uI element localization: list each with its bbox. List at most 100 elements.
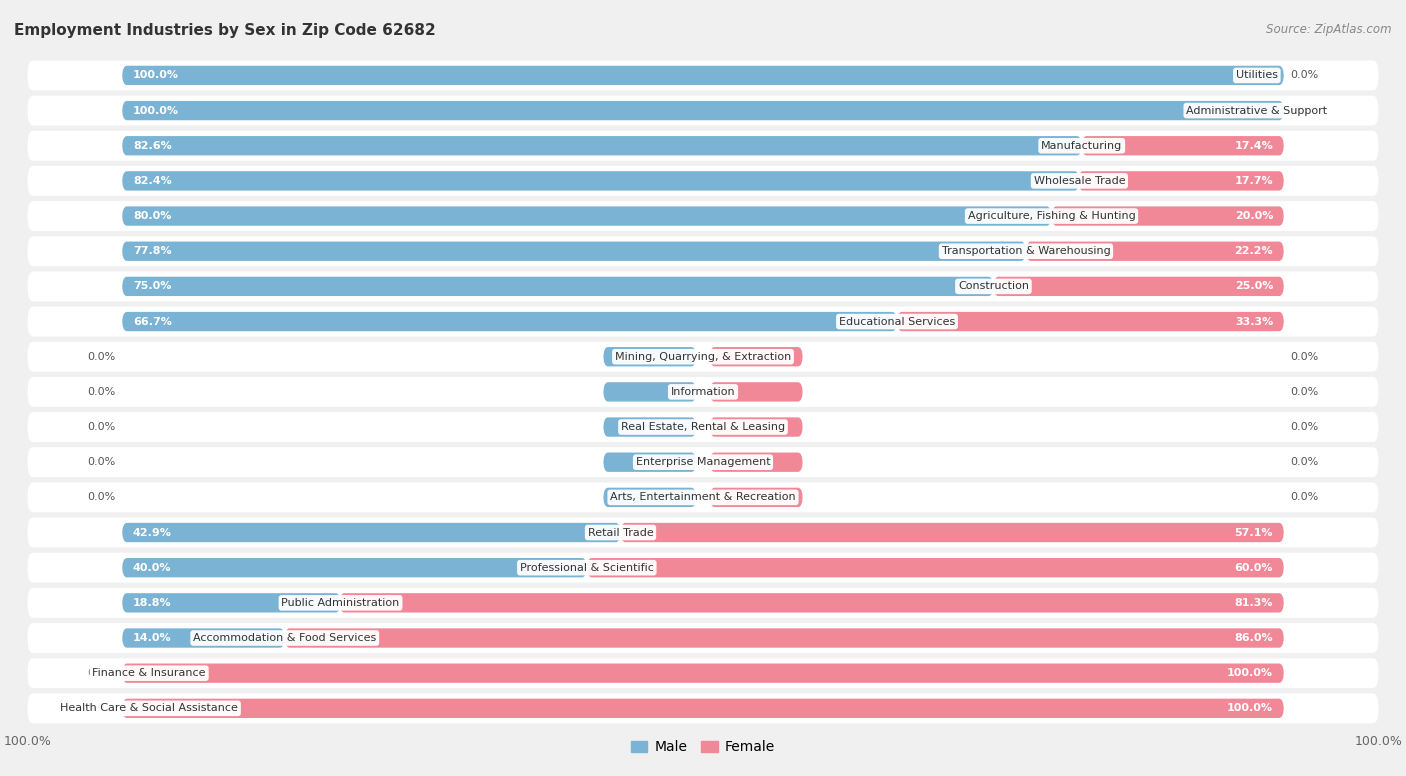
FancyBboxPatch shape (710, 452, 803, 472)
Text: Real Estate, Rental & Leasing: Real Estate, Rental & Leasing (621, 422, 785, 432)
FancyBboxPatch shape (122, 593, 340, 612)
FancyBboxPatch shape (122, 629, 285, 648)
FancyBboxPatch shape (1078, 171, 1284, 191)
FancyBboxPatch shape (28, 61, 1378, 90)
FancyBboxPatch shape (28, 272, 1378, 301)
FancyBboxPatch shape (603, 417, 696, 437)
FancyBboxPatch shape (122, 663, 1284, 683)
Text: 0.0%: 0.0% (1291, 352, 1319, 362)
FancyBboxPatch shape (1026, 241, 1284, 261)
Text: Educational Services: Educational Services (839, 317, 955, 327)
FancyBboxPatch shape (122, 171, 1080, 191)
Text: 0.0%: 0.0% (1291, 387, 1319, 397)
Text: 100.0%: 100.0% (1227, 703, 1272, 713)
Text: Agriculture, Fishing & Hunting: Agriculture, Fishing & Hunting (967, 211, 1136, 221)
Text: 42.9%: 42.9% (134, 528, 172, 538)
FancyBboxPatch shape (28, 694, 1378, 723)
FancyBboxPatch shape (122, 66, 1284, 85)
Text: 0.0%: 0.0% (87, 703, 115, 713)
Text: 82.4%: 82.4% (134, 176, 172, 186)
Text: Source: ZipAtlas.com: Source: ZipAtlas.com (1267, 23, 1392, 36)
Text: 0.0%: 0.0% (87, 668, 115, 678)
FancyBboxPatch shape (603, 452, 696, 472)
FancyBboxPatch shape (122, 136, 1081, 155)
FancyBboxPatch shape (28, 412, 1378, 442)
FancyBboxPatch shape (1081, 136, 1284, 155)
FancyBboxPatch shape (1052, 206, 1284, 226)
Text: Professional & Scientific: Professional & Scientific (520, 563, 654, 573)
FancyBboxPatch shape (122, 558, 586, 577)
Text: 100.0%: 100.0% (134, 106, 179, 116)
FancyBboxPatch shape (28, 483, 1378, 512)
Text: 40.0%: 40.0% (134, 563, 172, 573)
Text: Utilities: Utilities (1236, 71, 1278, 81)
Text: 33.3%: 33.3% (1234, 317, 1272, 327)
Text: 80.0%: 80.0% (134, 211, 172, 221)
FancyBboxPatch shape (122, 698, 1284, 718)
Text: 14.0%: 14.0% (134, 633, 172, 643)
FancyBboxPatch shape (28, 236, 1378, 266)
FancyBboxPatch shape (28, 377, 1378, 407)
Text: Administrative & Support: Administrative & Support (1187, 106, 1327, 116)
Text: Enterprise Management: Enterprise Management (636, 457, 770, 467)
Text: Transportation & Warehousing: Transportation & Warehousing (942, 246, 1111, 256)
FancyBboxPatch shape (28, 166, 1378, 196)
Legend: Male, Female: Male, Female (626, 735, 780, 760)
FancyBboxPatch shape (285, 629, 1284, 648)
FancyBboxPatch shape (122, 206, 1052, 226)
FancyBboxPatch shape (710, 417, 803, 437)
Text: Retail Trade: Retail Trade (588, 528, 654, 538)
Text: 0.0%: 0.0% (87, 492, 115, 502)
FancyBboxPatch shape (28, 623, 1378, 653)
Text: Manufacturing: Manufacturing (1040, 140, 1122, 151)
FancyBboxPatch shape (28, 447, 1378, 477)
Text: Wholesale Trade: Wholesale Trade (1033, 176, 1125, 186)
Text: Finance & Insurance: Finance & Insurance (93, 668, 205, 678)
Text: 0.0%: 0.0% (1291, 457, 1319, 467)
Text: 0.0%: 0.0% (1291, 492, 1319, 502)
Text: 60.0%: 60.0% (1234, 563, 1272, 573)
FancyBboxPatch shape (28, 307, 1378, 337)
Text: Information: Information (671, 387, 735, 397)
FancyBboxPatch shape (28, 95, 1378, 126)
FancyBboxPatch shape (603, 487, 696, 507)
Text: 18.8%: 18.8% (134, 598, 172, 608)
FancyBboxPatch shape (28, 658, 1378, 688)
Text: 100.0%: 100.0% (1227, 668, 1272, 678)
FancyBboxPatch shape (122, 523, 620, 542)
Text: Construction: Construction (957, 282, 1029, 292)
FancyBboxPatch shape (710, 383, 803, 401)
Text: 17.7%: 17.7% (1234, 176, 1272, 186)
FancyBboxPatch shape (122, 101, 1284, 120)
Text: Arts, Entertainment & Recreation: Arts, Entertainment & Recreation (610, 492, 796, 502)
Text: 25.0%: 25.0% (1234, 282, 1272, 292)
Text: Accommodation & Food Services: Accommodation & Food Services (193, 633, 377, 643)
FancyBboxPatch shape (620, 523, 1284, 542)
FancyBboxPatch shape (994, 277, 1284, 296)
Text: 0.0%: 0.0% (87, 352, 115, 362)
Text: Mining, Quarrying, & Extraction: Mining, Quarrying, & Extraction (614, 352, 792, 362)
Text: 0.0%: 0.0% (1291, 106, 1319, 116)
FancyBboxPatch shape (28, 131, 1378, 161)
FancyBboxPatch shape (122, 241, 1026, 261)
FancyBboxPatch shape (28, 518, 1378, 548)
Text: 86.0%: 86.0% (1234, 633, 1272, 643)
Text: 57.1%: 57.1% (1234, 528, 1272, 538)
FancyBboxPatch shape (122, 277, 994, 296)
Text: 0.0%: 0.0% (87, 422, 115, 432)
FancyBboxPatch shape (710, 347, 803, 366)
Text: 82.6%: 82.6% (134, 140, 172, 151)
FancyBboxPatch shape (122, 312, 897, 331)
FancyBboxPatch shape (339, 593, 1284, 612)
FancyBboxPatch shape (897, 312, 1284, 331)
Text: 100.0%: 100.0% (134, 71, 179, 81)
FancyBboxPatch shape (28, 553, 1378, 583)
FancyBboxPatch shape (586, 558, 1284, 577)
Text: 75.0%: 75.0% (134, 282, 172, 292)
Text: 81.3%: 81.3% (1234, 598, 1272, 608)
FancyBboxPatch shape (603, 383, 696, 401)
Text: 66.7%: 66.7% (134, 317, 172, 327)
Text: 22.2%: 22.2% (1234, 246, 1272, 256)
FancyBboxPatch shape (710, 487, 803, 507)
Text: 20.0%: 20.0% (1234, 211, 1272, 221)
